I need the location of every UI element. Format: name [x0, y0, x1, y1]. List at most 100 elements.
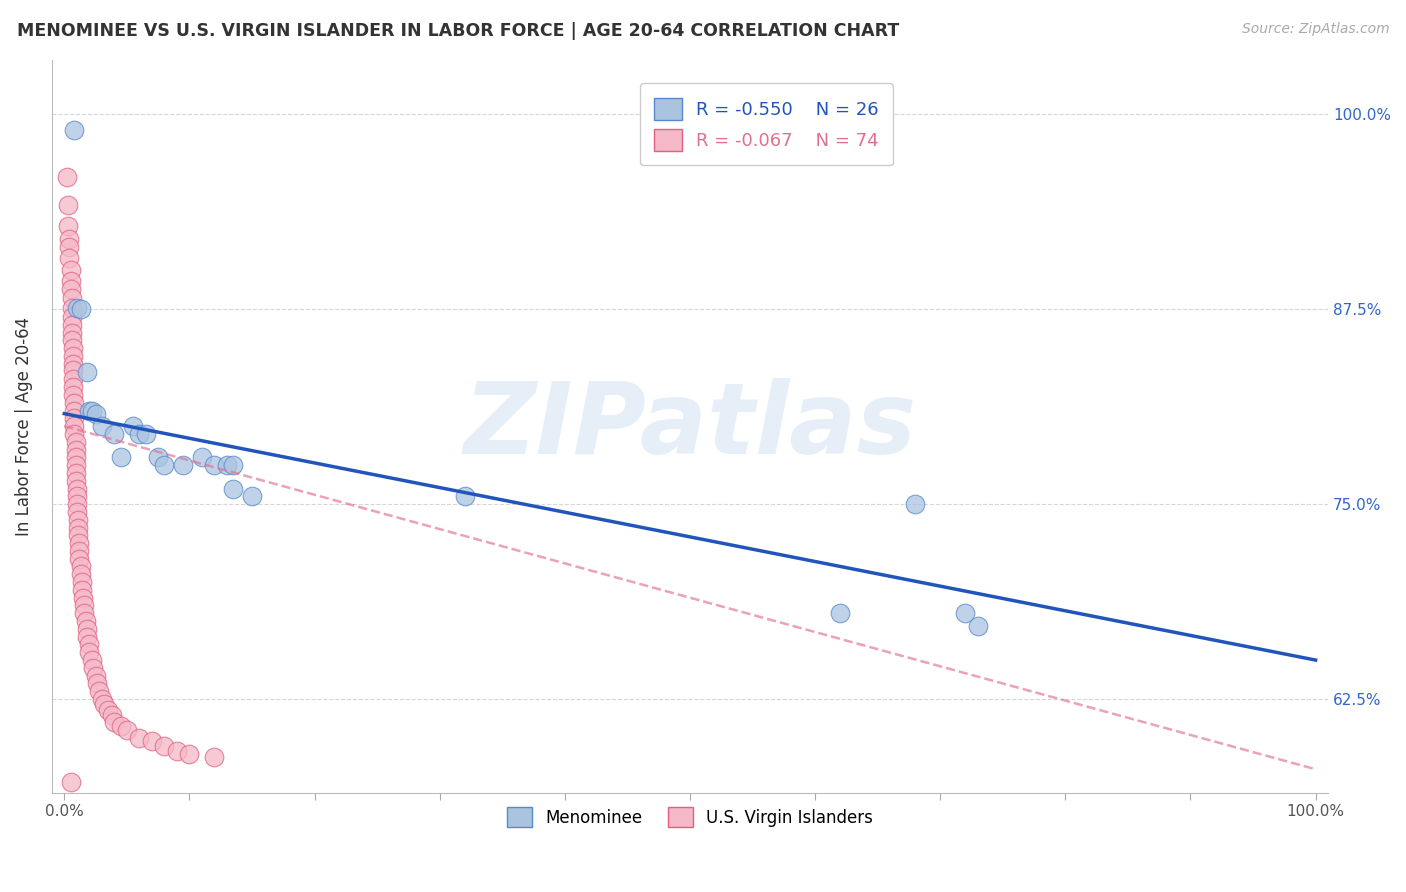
Point — [65, 434, 87, 449]
Point — [222, 458, 245, 472]
Point — [72, 591, 94, 605]
Point — [66, 505, 89, 519]
Point — [76, 630, 98, 644]
Point — [80, 403, 103, 417]
Point — [65, 458, 87, 472]
Point — [101, 707, 124, 722]
Point — [66, 301, 89, 315]
Point — [955, 607, 977, 621]
Point — [63, 395, 86, 409]
Point — [59, 274, 82, 288]
Point — [66, 528, 89, 542]
Point — [79, 403, 101, 417]
Point — [62, 349, 84, 363]
Point — [76, 365, 98, 379]
Point — [153, 458, 176, 472]
Point — [65, 474, 87, 488]
Point — [86, 676, 108, 690]
Point — [62, 363, 84, 377]
Point — [166, 743, 188, 757]
Point — [60, 291, 83, 305]
Point — [204, 749, 226, 764]
Point — [128, 731, 150, 745]
Point — [70, 582, 93, 597]
Point — [63, 123, 86, 137]
Point — [966, 619, 988, 633]
Point — [66, 489, 89, 503]
Point — [60, 301, 83, 315]
Point — [59, 774, 82, 789]
Point — [65, 442, 87, 457]
Point — [191, 450, 214, 465]
Point — [240, 489, 263, 503]
Point — [62, 372, 84, 386]
Point — [222, 482, 245, 496]
Point — [135, 426, 157, 441]
Point — [60, 334, 83, 348]
Point — [115, 723, 138, 738]
Point — [830, 607, 852, 621]
Point — [67, 544, 90, 558]
Point — [454, 489, 477, 503]
Point — [59, 263, 82, 277]
Point — [153, 739, 176, 753]
Point — [63, 411, 86, 425]
Point — [69, 559, 91, 574]
Point — [172, 458, 194, 472]
Point — [63, 426, 86, 441]
Point — [56, 197, 79, 211]
Point — [63, 419, 86, 434]
Point — [62, 341, 84, 355]
Point — [122, 419, 145, 434]
Point — [70, 575, 93, 590]
Point — [65, 450, 87, 465]
Point — [97, 703, 120, 717]
Point — [84, 668, 107, 682]
Point — [110, 718, 132, 732]
Point — [67, 536, 90, 550]
Point — [179, 747, 201, 761]
Point — [69, 567, 91, 582]
Point — [90, 419, 112, 434]
Point — [103, 426, 125, 441]
Text: MENOMINEE VS U.S. VIRGIN ISLANDER IN LABOR FORCE | AGE 20-64 CORRELATION CHART: MENOMINEE VS U.S. VIRGIN ISLANDER IN LAB… — [17, 22, 898, 40]
Point — [69, 302, 91, 317]
Point — [62, 388, 84, 402]
Point — [59, 282, 82, 296]
Point — [65, 466, 87, 480]
Point — [89, 684, 111, 698]
Point — [58, 240, 80, 254]
Y-axis label: In Labor Force | Age 20-64: In Labor Force | Age 20-64 — [15, 317, 32, 536]
Point — [141, 734, 163, 748]
Point — [73, 607, 96, 621]
Point — [66, 482, 89, 496]
Point — [63, 403, 86, 417]
Point — [75, 614, 97, 628]
Point — [84, 407, 107, 421]
Point — [60, 318, 83, 332]
Point — [66, 513, 89, 527]
Point — [62, 357, 84, 371]
Point — [66, 497, 89, 511]
Point — [56, 219, 79, 234]
Point — [204, 458, 226, 472]
Point — [67, 551, 90, 566]
Point — [60, 326, 83, 340]
Point — [58, 251, 80, 265]
Point — [128, 426, 150, 441]
Point — [103, 715, 125, 730]
Legend: Menominee, U.S. Virgin Islanders: Menominee, U.S. Virgin Islanders — [499, 798, 882, 836]
Point — [60, 310, 83, 324]
Point — [79, 645, 101, 659]
Point — [1091, 817, 1114, 831]
Point — [82, 661, 104, 675]
Point — [93, 697, 115, 711]
Point — [79, 638, 101, 652]
Text: ZIPatlas: ZIPatlas — [464, 377, 917, 475]
Point — [904, 497, 927, 511]
Point — [110, 450, 132, 465]
Text: Source: ZipAtlas.com: Source: ZipAtlas.com — [1241, 22, 1389, 37]
Point — [62, 380, 84, 394]
Point — [80, 653, 103, 667]
Point — [66, 520, 89, 534]
